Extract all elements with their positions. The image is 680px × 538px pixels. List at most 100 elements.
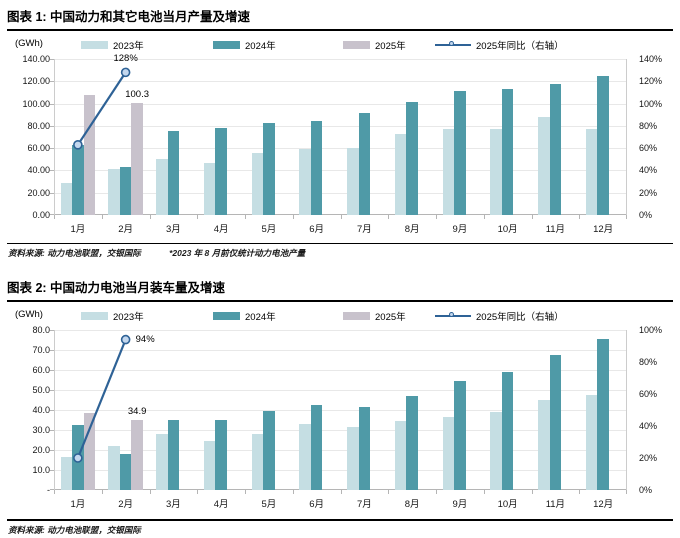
gridline <box>54 330 627 331</box>
x-axis-tick-mark <box>388 490 390 494</box>
legend-label-2024: 2024年 <box>245 312 276 323</box>
chart-2-right-axis: 100% 80% 60% 40% 20% 0% <box>633 325 673 513</box>
chart-2-source: 资料来源: 动力电池联盟，交银国际 <box>7 519 673 538</box>
bar-2024年 <box>215 419 227 490</box>
legend-item-2025: 2025年 <box>343 38 406 52</box>
x-axis-tick-mark <box>149 490 151 494</box>
x-axis-label: 9月 <box>452 499 468 510</box>
x-axis-label: 1月 <box>70 224 86 235</box>
right-axis-tick-label: 120% <box>639 76 663 87</box>
x-axis-tick-mark <box>245 490 246 494</box>
left-axis-tick-mark <box>50 330 54 331</box>
x-axis-label: 10月 <box>497 499 518 510</box>
bar-2023年 <box>585 129 598 215</box>
bar-2024年 <box>72 425 84 490</box>
bar-2024年 <box>119 454 132 490</box>
x-axis-tick-mark <box>388 215 390 219</box>
data-label: 34.9 <box>127 406 147 418</box>
bar-2023年 <box>251 152 264 215</box>
gridline <box>54 148 627 150</box>
left-axis-tick-label: 50.0 <box>32 385 50 395</box>
legend-label-2023: 2023年 <box>113 41 144 52</box>
bar-2025年 <box>83 95 96 215</box>
x-axis-tick-mark <box>626 490 627 494</box>
x-axis-label: 2月 <box>118 224 134 235</box>
right-axis-tick-label: 80% <box>639 120 658 131</box>
legend-label-2024: 2024年 <box>245 41 276 52</box>
x-axis-label: 2月 <box>118 499 134 510</box>
gridline <box>54 192 627 194</box>
bar-2023年 <box>203 162 216 215</box>
left-axis-tick-mark <box>50 489 54 490</box>
axis-line <box>54 59 55 215</box>
left-axis-unit: (GWh) <box>15 38 43 49</box>
left-axis-tick-label: 40.0 <box>32 405 50 415</box>
bar-2024年 <box>72 144 84 215</box>
right-axis-tick-label: 100% <box>639 98 663 109</box>
bar-2024年 <box>263 122 275 215</box>
bar-2025年 <box>131 103 143 215</box>
yoy-line-marker-icon <box>120 334 131 345</box>
bar-2024年 <box>358 113 371 215</box>
right-axis-tick-label: 80% <box>639 357 658 367</box>
left-axis-tick-mark <box>50 430 54 431</box>
x-axis-label: 8月 <box>404 499 420 510</box>
gridline <box>54 103 627 105</box>
x-axis-label: 3月 <box>165 499 181 510</box>
legend-item-yoy-line: 2025年同比（右轴） <box>435 38 564 52</box>
left-axis-tick-label: 60.0 <box>32 365 50 375</box>
left-axis-tick-label: 140.00 <box>22 54 50 64</box>
chart-1-legend: (GWh) 2023年 2024年 2025年 2025年同比（右轴） <box>7 34 673 54</box>
x-axis-tick-mark <box>292 215 294 219</box>
left-axis-tick-mark <box>50 214 54 215</box>
legend-item-2024: 2024年 <box>213 38 276 52</box>
legend-swatch-2024-icon <box>213 312 240 320</box>
x-axis-label: 11月 <box>545 499 566 510</box>
bar-2023年 <box>251 433 264 490</box>
right-axis-tick-label: 60% <box>639 143 658 154</box>
x-axis-tick-mark <box>197 215 199 219</box>
chart-1-canvas: 140.00 120.00 100.00 80.00 60.00 40.00 20.00 0.… <box>7 53 673 238</box>
chart-2: 图表 2: 中国动力电池当月装车量及增速 (GWh) 2023年 2024年 2… <box>0 274 680 538</box>
bar-2023年 <box>538 400 550 490</box>
bar-2024年 <box>167 420 180 490</box>
x-axis-tick-mark <box>436 490 437 494</box>
gridline <box>54 125 627 127</box>
bar-2024年 <box>119 166 132 215</box>
x-axis-tick-mark <box>197 490 199 494</box>
bar-2023年 <box>203 440 216 490</box>
left-axis-tick-label: 80.0 <box>32 325 50 335</box>
bar-2024年 <box>406 396 418 490</box>
bar-2024年 <box>501 372 514 490</box>
legend-label-yoy: 2025年同比（右轴） <box>476 41 564 52</box>
x-axis-tick-mark <box>149 215 151 219</box>
bar-2023年 <box>442 417 455 490</box>
left-axis-tick-mark <box>50 410 54 411</box>
x-axis-label: 3月 <box>165 224 181 235</box>
x-axis-label: 10月 <box>497 224 518 235</box>
bar-2023年 <box>585 395 598 490</box>
bar-2023年 <box>394 420 407 490</box>
x-axis-tick-mark <box>483 215 485 219</box>
x-axis-label: 7月 <box>356 499 372 510</box>
legend-line-marker-icon <box>435 41 471 46</box>
x-axis-tick-mark <box>340 490 342 494</box>
x-axis-label: 6月 <box>309 224 325 235</box>
x-axis-tick-mark <box>101 490 103 494</box>
x-axis-label: 4月 <box>213 224 229 235</box>
x-axis-label: 4月 <box>213 499 229 510</box>
x-axis-tick-mark <box>245 215 246 219</box>
bar-2024年 <box>215 128 227 215</box>
left-axis-tick-mark <box>50 350 54 351</box>
left-axis-tick-label: 120.00 <box>22 76 50 87</box>
x-axis-label: 5月 <box>261 499 277 510</box>
bar-2025年 <box>131 420 143 490</box>
bar-2025年 <box>83 413 96 490</box>
left-axis-tick-mark <box>50 470 54 471</box>
legend-label-2025: 2025年 <box>375 312 406 323</box>
right-axis-tick-label: 40% <box>639 165 658 176</box>
x-axis-tick-mark <box>340 215 342 219</box>
x-axis-tick-mark <box>626 215 627 219</box>
bar-2023年 <box>156 159 168 215</box>
right-axis-tick-label: 140% <box>639 54 663 64</box>
